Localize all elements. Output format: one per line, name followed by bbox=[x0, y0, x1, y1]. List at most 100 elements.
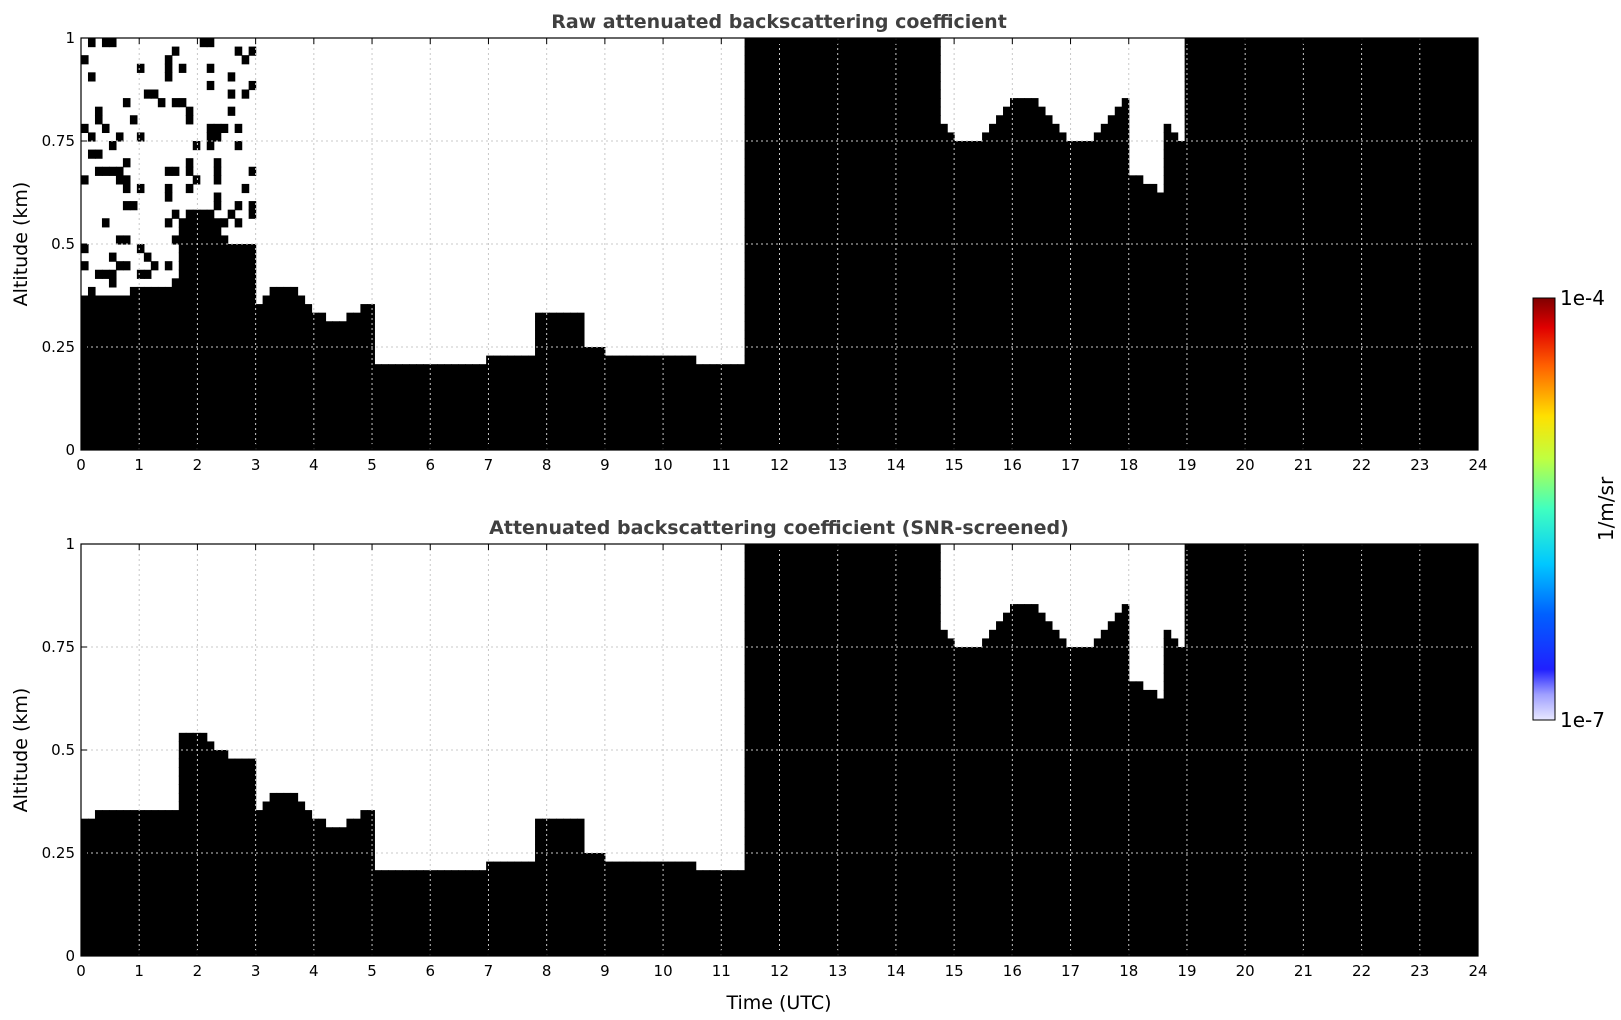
heatmap-cell bbox=[814, 38, 823, 48]
heatmap-cell bbox=[269, 329, 278, 340]
heatmap-cell bbox=[870, 278, 878, 288]
heatmap-cell bbox=[164, 424, 173, 434]
heatmap-cell bbox=[989, 218, 997, 228]
heatmap-cell bbox=[81, 415, 89, 425]
heatmap-cell bbox=[863, 132, 871, 142]
heatmap-cell bbox=[1247, 312, 1256, 322]
heatmap-cell bbox=[1254, 149, 1263, 159]
heatmap-cell bbox=[870, 209, 878, 219]
heatmap-cell bbox=[1226, 432, 1235, 443]
heatmap-cell bbox=[1107, 407, 1116, 417]
heatmap-cell bbox=[618, 398, 627, 408]
heatmap-cell bbox=[81, 123, 89, 134]
heatmap-cell bbox=[842, 372, 850, 382]
heatmap-cell bbox=[514, 432, 522, 443]
heatmap-cell bbox=[996, 252, 1004, 262]
heatmap-cell bbox=[1268, 329, 1277, 340]
heatmap-cell bbox=[940, 441, 948, 450]
heatmap-cell bbox=[835, 432, 843, 443]
heatmap-cell bbox=[1254, 226, 1263, 237]
heatmap-cell bbox=[1135, 261, 1144, 271]
heatmap-cell bbox=[940, 304, 948, 314]
heatmap-cell bbox=[381, 432, 389, 443]
heatmap-cell bbox=[1135, 329, 1144, 340]
heatmap-cell bbox=[528, 372, 536, 382]
heatmap-cell bbox=[1044, 218, 1053, 228]
heatmap-cell bbox=[1289, 46, 1297, 56]
heatmap-cell bbox=[569, 364, 578, 374]
heatmap-cell bbox=[367, 398, 375, 408]
heatmap-cell bbox=[81, 295, 89, 305]
heatmap-cell bbox=[1010, 364, 1018, 374]
heatmap-cell bbox=[1010, 269, 1018, 279]
heatmap-cell bbox=[472, 389, 480, 400]
heatmap-cell bbox=[898, 218, 906, 228]
heatmap-cell bbox=[1247, 63, 1256, 73]
heatmap-cell bbox=[1212, 46, 1221, 56]
heatmap-cell bbox=[227, 269, 236, 279]
heatmap-cell bbox=[968, 244, 976, 254]
heatmap-cell bbox=[737, 398, 746, 408]
heatmap-cell bbox=[842, 329, 850, 340]
heatmap-cell bbox=[206, 321, 215, 331]
heatmap-cell bbox=[262, 321, 271, 331]
heatmap-cell bbox=[912, 286, 920, 297]
heatmap-cell bbox=[143, 372, 152, 382]
heatmap-cell bbox=[192, 321, 201, 331]
heatmap-cell bbox=[849, 226, 857, 237]
heatmap-cell bbox=[1282, 235, 1290, 245]
heatmap-cell bbox=[1065, 381, 1074, 391]
heatmap-cell bbox=[814, 321, 823, 331]
heatmap-cell bbox=[814, 149, 823, 159]
heatmap-cell bbox=[737, 441, 746, 450]
heatmap-cell bbox=[318, 381, 327, 391]
heatmap-cell bbox=[1184, 389, 1193, 400]
heatmap-cell bbox=[171, 338, 180, 348]
heatmap-cell bbox=[786, 106, 795, 116]
heatmap-cell bbox=[807, 424, 816, 434]
heatmap-cell bbox=[171, 398, 180, 408]
heatmap-cell bbox=[625, 441, 634, 450]
heatmap-cell bbox=[213, 312, 222, 322]
heatmap-cell bbox=[1051, 415, 1060, 425]
heatmap-cell bbox=[472, 364, 480, 374]
heatmap-cell bbox=[1198, 72, 1207, 82]
heatmap-cell bbox=[891, 329, 899, 340]
heatmap-cell bbox=[1156, 209, 1165, 219]
heatmap-cell bbox=[968, 252, 976, 262]
heatmap-cell bbox=[227, 72, 236, 82]
heatmap-cell bbox=[1226, 338, 1235, 348]
heatmap-cell bbox=[870, 432, 878, 443]
heatmap-cell bbox=[1275, 141, 1284, 151]
heatmap-cell bbox=[975, 355, 983, 365]
heatmap-cell bbox=[814, 183, 823, 194]
heatmap-cell bbox=[569, 381, 578, 391]
heatmap-cell bbox=[1142, 415, 1151, 425]
heatmap-cell bbox=[856, 123, 864, 134]
heatmap-cell bbox=[982, 209, 990, 219]
heatmap-cell bbox=[821, 175, 829, 185]
heatmap-cell bbox=[395, 372, 403, 382]
heatmap-cell bbox=[1065, 432, 1074, 443]
heatmap-cell bbox=[1219, 141, 1228, 151]
heatmap-cell bbox=[1044, 158, 1053, 168]
heatmap-cell bbox=[905, 355, 913, 365]
heatmap-cell bbox=[751, 355, 760, 365]
heatmap-cell bbox=[758, 98, 767, 108]
heatmap-cell bbox=[863, 355, 871, 365]
heatmap-cell bbox=[758, 321, 767, 331]
heatmap-cell bbox=[926, 415, 934, 425]
heatmap-cell bbox=[905, 407, 913, 417]
heatmap-cell bbox=[276, 312, 285, 322]
heatmap-cell bbox=[933, 295, 941, 305]
heatmap-cell bbox=[982, 226, 990, 237]
heatmap-cell bbox=[1149, 415, 1158, 425]
heatmap-cell bbox=[1212, 98, 1221, 108]
heatmap-cell bbox=[241, 355, 250, 365]
heatmap-cell bbox=[681, 432, 690, 443]
heatmap-cell bbox=[877, 441, 885, 450]
heatmap-cell bbox=[891, 372, 899, 382]
heatmap-cell bbox=[1037, 252, 1046, 262]
heatmap-cell bbox=[542, 338, 550, 348]
heatmap-cell bbox=[863, 295, 871, 305]
